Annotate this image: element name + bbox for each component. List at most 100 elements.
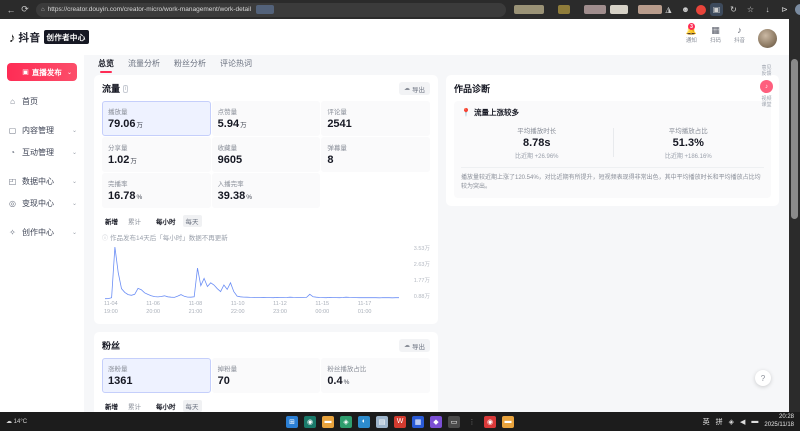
header-action-label-notifications: 通知 [685,38,697,44]
bell-icon: 🔔 [685,25,697,35]
traffic-xtick-6: 11-17 01:00 [357,300,372,315]
volume-icon[interactable]: ◀ [740,418,746,426]
diagnosis-description: 播放量较近期上涨了120.54%，对比近期有所提升，短视频表现得非常出色，其中平… [460,167,764,192]
record-icon[interactable] [696,4,706,15]
start-button[interactable]: ⊞ [286,415,298,428]
traffic-export-button[interactable]: ☁ 导出 [398,82,430,95]
traffic-ytick-3: 0.88万 [413,294,430,300]
app-icon[interactable]: ▦ [412,415,424,428]
tab-overview[interactable]: 总览 [98,58,114,73]
rail-item-feedback[interactable]: 意见 反馈 [761,65,772,77]
fans-mode-new[interactable]: 新增 [105,404,118,411]
tab-traffic-analysis[interactable]: 流量分析 [128,58,160,68]
chevron-down-icon-interaction: ⌄ [71,149,77,156]
word-icon[interactable]: ▤ [376,415,388,428]
address-bar[interactable]: ⌂ https://creator.douyin.com/creator-mic… [36,2,506,17]
traffic-ytick-2: 1.77万 [413,278,430,284]
folder-icon[interactable]: ▬ [502,415,514,428]
traffic-granularity-daily[interactable]: 每天 [182,215,202,227]
metric-comments[interactable]: 评论量 2541 [321,101,430,136]
back-icon[interactable]: ← [6,4,16,15]
traffic-mode-cumulative[interactable]: 累计 [128,219,141,226]
metric-plays[interactable]: 播放量 79.06万 [102,101,211,136]
metric-shares[interactable]: 分享量 1.02万 [102,137,211,172]
metric-fans-gained[interactable]: 涨粉量 1361 [102,358,211,393]
sidebar-item-content[interactable]: ▢ 内容管理 ⌄ [0,119,84,141]
fans-granularity-daily[interactable]: 每天 [182,400,202,412]
file-explorer-icon[interactable]: ▬ [322,415,334,428]
diagnosis-headline-row: 📍 流量上涨较多 [461,107,764,118]
terminal-icon[interactable]: ▭ [448,415,460,428]
metric-entry-completion-rate[interactable]: 入播完率 39.38% [211,173,321,208]
metric-fans-play-share[interactable]: 粉丝播放占比 0.4% [321,358,430,393]
header-action-label-qrcode: 扫码 [709,38,721,44]
metric-label-plays: 播放量 [108,109,128,116]
extension-icon[interactable]: ◮ [665,5,672,14]
metric-fans-lost[interactable]: 掉粉量 70 [211,358,321,393]
sidebar-item-interaction[interactable]: ◔ 互动管理 ⌄ [0,141,84,163]
sidebar-item-monetize[interactable]: ◎ 变现中心 ⌄ [0,192,84,214]
metric-unit-completion-rate: % [136,194,143,201]
ime-language[interactable]: 英 [702,418,710,426]
help-button[interactable]: ? [755,370,771,386]
metric-completion-rate[interactable]: 完播率 16.78% [102,173,211,208]
rail-item-course[interactable]: 视频 课堂 [761,96,772,108]
downloads-icon[interactable]: ↓ [765,5,770,14]
fans-mode-cumulative[interactable]: 累计 [128,404,141,411]
edge-icon[interactable]: ◐ [358,415,370,428]
tab-fans-analysis[interactable]: 粉丝分析 [174,58,206,68]
account-avatar-icon[interactable] [795,4,800,15]
ink-icon[interactable]: ◆ [430,415,442,428]
header-action-app[interactable]: ♪ 抖音 [734,26,745,45]
screenshot-icon[interactable]: ▣ [710,3,723,16]
redacted-chrome-block-5 [638,5,662,14]
scrollbar-thumb[interactable] [791,59,798,219]
sidebar-item-data[interactable]: ◰ 数据中心 ⌄ [0,170,84,192]
metric-unit-likes: 万 [240,122,247,129]
red-app-icon[interactable]: ◉ [484,415,496,428]
fans-export-button[interactable]: ☁ 导出 [398,339,430,352]
battery-icon[interactable]: ▬ [751,418,759,425]
header-action-qrcode[interactable]: ▦ 扫码 [709,26,721,45]
search-icon[interactable]: ◉ [304,415,316,428]
chevron-down-icon-monetize: ⌄ [71,200,77,207]
sidebar-item-home[interactable]: ⌂ 首页 [0,90,84,112]
info-icon[interactable]: i [123,84,129,93]
publish-button-label: 直播发布 [31,67,62,77]
avatar[interactable] [758,29,777,48]
tab-bar: 总览 流量分析 粉丝分析 评论热词 [94,55,779,75]
diagnosis-stat-value-0: 8.78s [522,137,551,149]
metric-danmu[interactable]: 弹幕量 8 [321,137,430,172]
diagnosis-headline: 流量上涨较多 [473,108,519,117]
traffic-granularity-hourly[interactable]: 每小时 [156,219,176,226]
clock[interactable]: 20:28 2025/11/18 [764,414,794,429]
traffic-mode-new[interactable]: 新增 [105,219,118,226]
publish-button[interactable]: ▣ 直播发布 ⌄ [7,63,77,81]
floating-side-rail: 意见 反馈 ♪ 视频 课堂 [758,65,775,108]
share-icon[interactable]: ⊳ [781,5,788,14]
reload-icon[interactable]: ⟳ [21,4,29,14]
network-icon[interactable]: ◈ [728,418,735,426]
store-icon[interactable]: ◈ [340,415,352,428]
page-scrollbar[interactable] [789,19,800,412]
traffic-chart[interactable]: 3.53万 2.63万 1.77万 0.88万 11-04 19:00 11-06… [102,244,430,316]
metric-likes[interactable]: 点赞量 5.94万 [211,101,321,136]
weather-widget[interactable]: ☁ 14°C [6,419,28,425]
profile-icon[interactable]: ☻ [681,5,690,14]
ime-mode[interactable]: 拼 [715,418,723,426]
favorites-icon[interactable]: ☆ [746,5,755,14]
metric-number-comments: 2541 [327,118,352,130]
sidebar-item-creation[interactable]: ✧ 创作中心 ⌄ [0,221,84,243]
refresh-circle-icon[interactable]: ↻ [730,5,737,14]
header-action-notifications[interactable]: 🔔 3 通知 [685,23,697,44]
fans-granularity-hourly[interactable]: 每小时 [156,404,176,411]
rail-service-icon[interactable]: ♪ [760,80,773,93]
tab-comment-keywords[interactable]: 评论热词 [220,58,252,68]
metric-favorites[interactable]: 收藏量 9605 [211,137,321,172]
wps-icon[interactable]: W [394,415,406,428]
metric-value-fans-gained: 1361 [108,375,205,387]
site-info-icon[interactable]: ⌂ [41,6,45,13]
chrome-toolbar-icons: ◮ ☻ ▣ ↻ ☆ ↓ ⊳ ⋯ [662,3,800,16]
brand-logo[interactable]: ♪ 抖音 创作者中心 [0,30,89,45]
